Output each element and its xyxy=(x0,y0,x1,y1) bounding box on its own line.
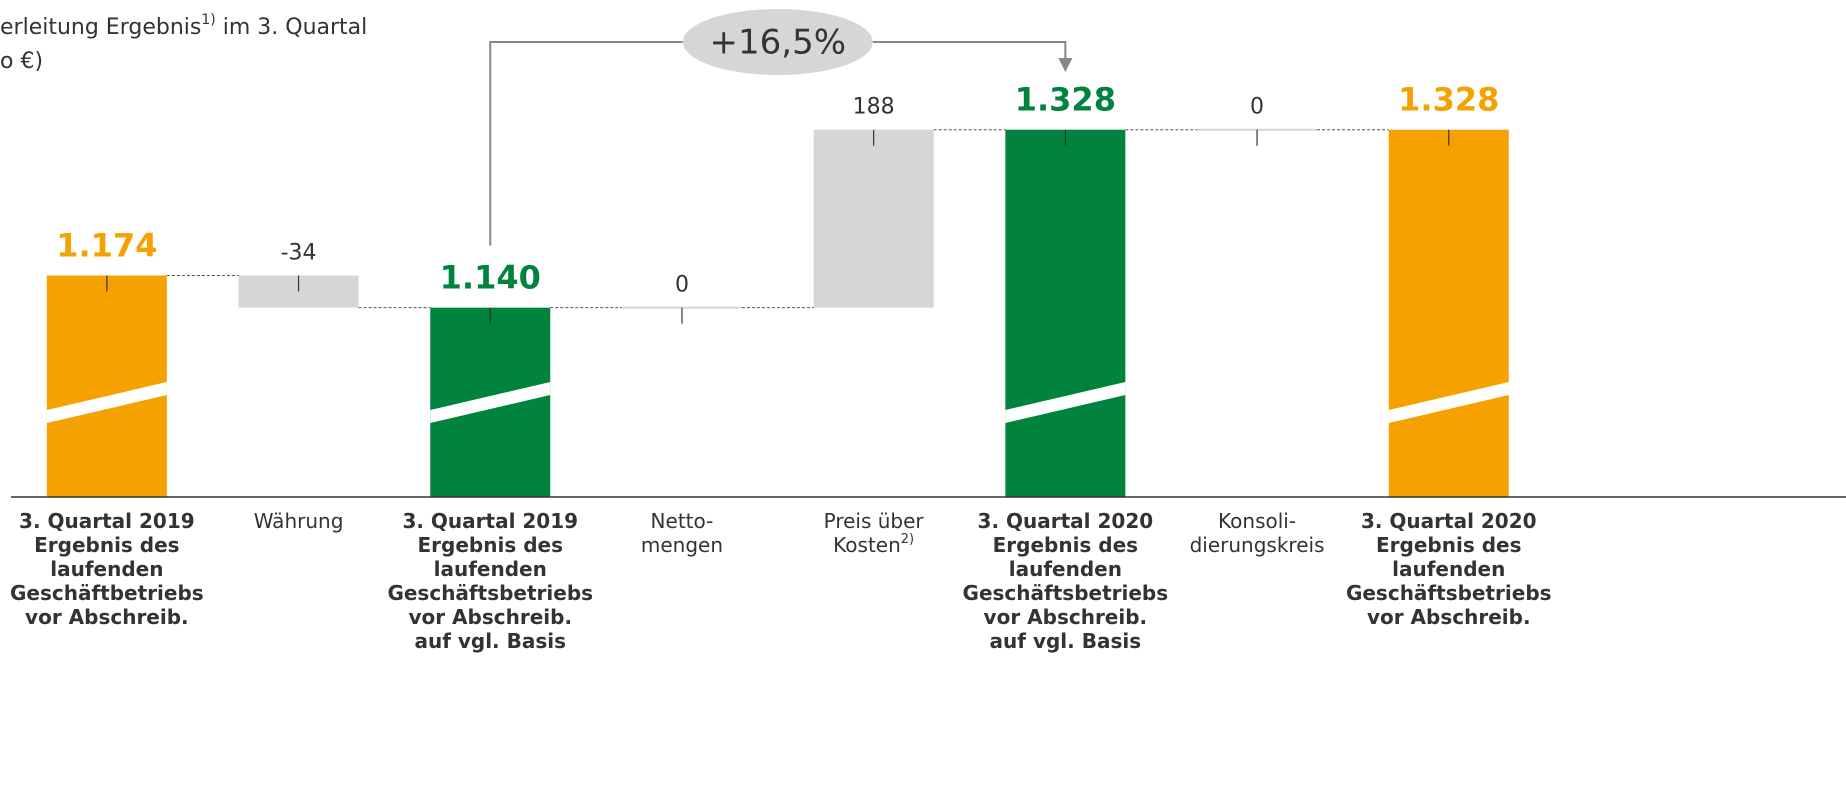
x-tick-line: 3. Quartal 2019 xyxy=(402,509,578,533)
x-tick-label: Netto-mengen xyxy=(641,509,723,557)
value-label: 1.328 xyxy=(1398,81,1499,119)
axis-break xyxy=(46,382,167,423)
value-label: 1.140 xyxy=(440,259,541,297)
x-tick-line: Netto- xyxy=(651,509,714,533)
x-tick-line: vor Abschreib. xyxy=(25,605,189,629)
x-tick-line: Geschäftsbetriebs xyxy=(963,581,1169,605)
value-label: 188 xyxy=(853,95,895,120)
x-tick-line: laufenden xyxy=(1392,557,1505,581)
x-tick-line: vor Abschreib. xyxy=(984,605,1148,629)
x-tick-line: mengen xyxy=(641,533,723,557)
x-tick-line: dierungskreis xyxy=(1190,533,1325,557)
x-tick-line: vor Abschreib. xyxy=(408,605,572,629)
value-label: 0 xyxy=(1250,95,1264,120)
title-footnote: 1) xyxy=(201,12,215,28)
x-tick-label: Währung xyxy=(254,509,344,533)
x-tick-label: 3. Quartal 2020 Ergebnis des laufenden Gesc… xyxy=(963,509,1169,653)
arrowhead xyxy=(1058,58,1073,72)
bar xyxy=(1388,129,1509,497)
value-label: 1.328 xyxy=(1015,81,1116,119)
x-tick-line: Währung xyxy=(254,509,344,533)
axis-break xyxy=(1005,382,1126,423)
value-label: -34 xyxy=(281,240,317,265)
x-tick-footnote: 2) xyxy=(901,532,914,547)
x-tick-line: auf vgl. Basis xyxy=(990,629,1142,653)
x-tick-line: vor Abschreib. xyxy=(1367,605,1531,629)
x-tick-label: Preis über Kosten2) xyxy=(824,509,925,557)
annotation-label: +16,5% xyxy=(710,23,847,63)
x-tick-line: 3. Quartal 2020 xyxy=(1361,509,1537,533)
x-tick-line: Geschäftsbetriebs xyxy=(1346,581,1552,605)
bracket xyxy=(489,41,683,246)
x-tick-label: 3. Quartal 2020 Ergebnis des laufenden Gesc… xyxy=(1346,509,1552,629)
x-tick-line: Ergebnis des xyxy=(418,533,563,557)
chart-title-line2: o €) xyxy=(0,49,43,74)
x-tick-label: 3. Quartal 2019 Ergebnis des laufenden Gesc… xyxy=(10,509,204,629)
x-tick-line: Ergebnis des xyxy=(993,533,1138,557)
x-tick-line: 3. Quartal 2020 xyxy=(978,509,1154,533)
x-tick-label: 3. Quartal 2019 Ergebnis des laufenden Gesc… xyxy=(387,509,593,653)
bar xyxy=(813,129,934,308)
bar xyxy=(1005,129,1126,497)
title-part: erleitung Ergebnis xyxy=(0,15,201,40)
x-tick-line: Ergebnis des xyxy=(1376,533,1521,557)
x-tick-line: Geschäftsbetriebs xyxy=(387,581,593,605)
x-tick-line: 3. Quartal 2019 xyxy=(19,509,195,533)
value-label: 0 xyxy=(675,273,689,298)
bar xyxy=(46,275,167,497)
title-part: im 3. Quartal xyxy=(216,15,368,40)
axis-break xyxy=(430,382,551,423)
x-tick-line: laufenden xyxy=(1009,557,1122,581)
axis-break xyxy=(1388,382,1509,423)
x-tick-line: Ergebnis des xyxy=(34,533,179,557)
x-tick-line: Preis über xyxy=(824,509,925,533)
annotation-bubble xyxy=(682,9,873,75)
x-tick-label: Konsoli-dierungskreis xyxy=(1190,509,1325,557)
bracket xyxy=(872,41,1067,60)
x-tick-line: auf vgl. Basis xyxy=(414,629,566,653)
x-tick-line: Konsoli- xyxy=(1218,509,1296,533)
chart-title: erleitung Ergebnis1) im 3. Quartal xyxy=(0,12,367,40)
x-tick-line: Kosten xyxy=(833,533,901,557)
x-tick-line: laufenden xyxy=(434,557,547,581)
x-tick-line: laufenden xyxy=(50,557,163,581)
value-label: 1.174 xyxy=(56,226,157,264)
x-tick-line: Geschäftbetriebs xyxy=(10,581,204,605)
